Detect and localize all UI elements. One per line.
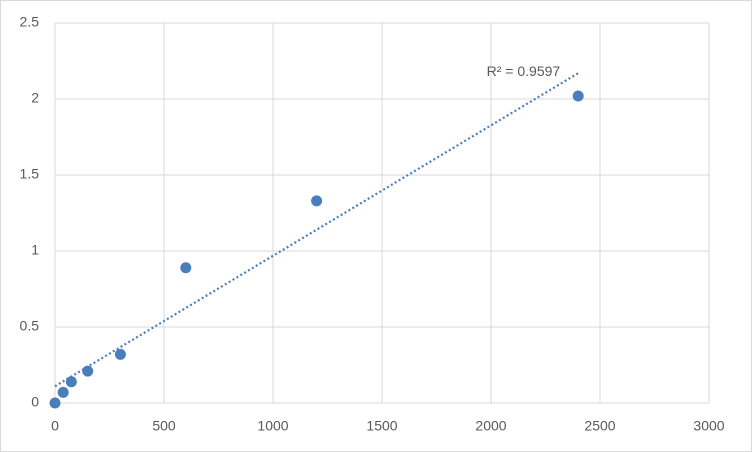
x-tick-label: 0 xyxy=(51,418,59,434)
y-tick-label: 0 xyxy=(31,394,39,410)
point xyxy=(180,262,192,274)
y-tick-label: 0.5 xyxy=(20,318,40,334)
y-tick-label: 2.5 xyxy=(20,14,40,30)
y-tick-label: 1.5 xyxy=(20,166,40,182)
point xyxy=(65,376,77,388)
x-tick-label: 1000 xyxy=(257,418,288,434)
x-tick-label: 1500 xyxy=(366,418,397,434)
y-tick-label: 1 xyxy=(31,242,39,258)
x-tick-label: 500 xyxy=(152,418,176,434)
point xyxy=(82,365,94,377)
point xyxy=(57,386,69,398)
x-tick-label: 2500 xyxy=(584,418,615,434)
point xyxy=(311,195,323,207)
point xyxy=(572,90,584,102)
x-tick-label: 2000 xyxy=(475,418,506,434)
point xyxy=(49,397,61,409)
y-tick-label: 2 xyxy=(31,90,39,106)
x-tick-label: 3000 xyxy=(693,418,724,434)
trendline-label: R² = 0.9597 xyxy=(487,63,561,79)
point xyxy=(114,348,126,360)
